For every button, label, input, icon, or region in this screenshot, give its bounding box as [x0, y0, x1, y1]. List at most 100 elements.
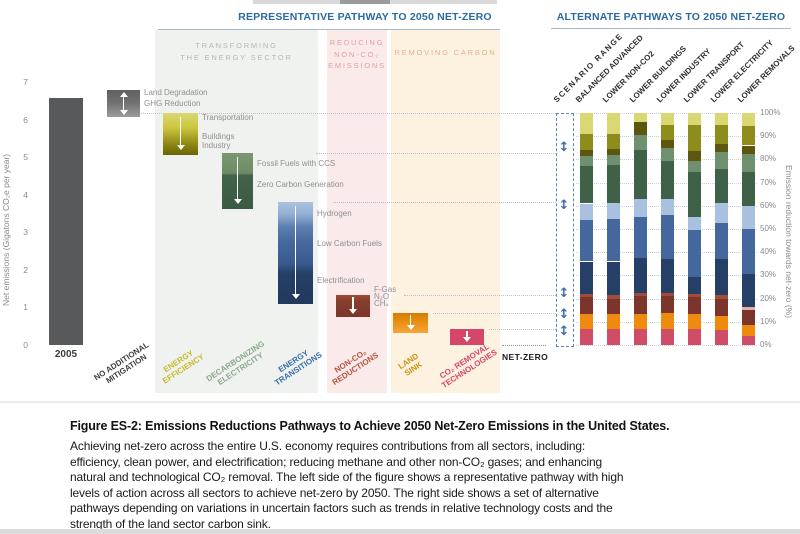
- caption-line: strength of the land sector carbon sink.: [70, 516, 271, 531]
- segment-paleblue: [715, 203, 728, 224]
- bar-annotation: CH₄: [374, 298, 389, 308]
- left-y-axis-tick: 4: [23, 189, 28, 200]
- segment-olive: [661, 124, 674, 140]
- segment-paleblue: [742, 205, 755, 229]
- right-y-axis-title: Emission reduction towards net-zero (%): [784, 165, 794, 319]
- caption-title: Figure ES-2: Emissions Reductions Pathwa…: [70, 419, 670, 433]
- connector-line: [333, 201, 556, 203]
- segment-dkgreen: [661, 160, 674, 199]
- segment-pink: [742, 335, 755, 345]
- segment-orange: [688, 313, 701, 329]
- right-y-axis-tick: 70%: [760, 177, 777, 187]
- arrow-head-icon: [463, 336, 471, 342]
- down-arrow-icon: [163, 113, 198, 155]
- segment-maroon: [634, 296, 647, 314]
- arrow-line: [179, 117, 182, 146]
- segment-pink: [607, 328, 620, 345]
- stacked-bar-lower-buildings: [634, 113, 647, 345]
- segment-pink: [661, 328, 674, 345]
- right-y-axis-tick: 30%: [760, 270, 777, 280]
- arrow-head-icon: [349, 308, 357, 314]
- segment-ltyellow: [742, 113, 755, 126]
- connector-line: [404, 295, 556, 297]
- arrow-line: [409, 314, 412, 327]
- segment-paleblue: [661, 198, 674, 216]
- left-y-axis-title: Net emissions (Gigatons CO₂e per year): [1, 153, 11, 307]
- segment-maroon: [688, 297, 701, 314]
- left-y-axis-tick: 0: [23, 340, 28, 350]
- arrow-head-icon: [233, 198, 242, 204]
- bar-2005: [49, 98, 83, 345]
- right-grid-line: [576, 345, 757, 346]
- segment-sage: [742, 153, 755, 173]
- connector-line: [433, 312, 556, 314]
- segment-dkgreen: [688, 172, 701, 218]
- bar-annotation: Fossil Fuels with CCS: [257, 159, 336, 169]
- segment-orange: [661, 312, 674, 329]
- segment-dkolive: [715, 144, 728, 153]
- panel-reducing-non-co2: [327, 30, 387, 393]
- stacked-bar-balanced-advanced: [580, 113, 593, 345]
- segment-blue: [661, 215, 674, 260]
- segment-dkgreen: [742, 172, 755, 206]
- segment-lightpink: [742, 306, 755, 311]
- segment-sage: [661, 147, 674, 161]
- net-zero-line: [502, 345, 546, 346]
- segment-maroon: [580, 297, 593, 314]
- segment-navy: [742, 274, 755, 307]
- bar-land-sink: [393, 312, 428, 334]
- bar-energy-efficiency: [163, 113, 198, 155]
- caption: Figure ES-2: Emissions Reductions Pathwa…: [70, 419, 670, 532]
- segment-rust: [580, 293, 593, 298]
- stacked-bar-lower-transport: [688, 113, 701, 345]
- bar-non-co2-reductions: [336, 295, 370, 317]
- bar-annotation: Industry: [202, 141, 231, 151]
- bar-annotation: N₂O: [374, 292, 390, 302]
- segment-blue: [688, 230, 701, 277]
- segment-sage: [715, 152, 728, 169]
- screenshot-artifact: [340, 0, 390, 4]
- segment-maroon: [607, 298, 620, 314]
- range-updown-arrow-icon: ↕: [558, 197, 570, 213]
- right-y-axis-tick: 40%: [760, 247, 777, 257]
- segment-olive: [742, 125, 755, 146]
- bar-annotation: Low Carbon Fuels: [317, 238, 382, 248]
- segment-blue: [607, 218, 620, 262]
- segment-sage: [580, 155, 593, 167]
- segment-rust: [661, 292, 674, 297]
- scenario-range-box: [556, 113, 574, 347]
- caption-line: pathways depending on variations in unce…: [70, 501, 613, 515]
- down-arrow-icon: [336, 295, 370, 317]
- stacked-bar-lower-removals: [742, 113, 755, 345]
- arrow-head-icon: [119, 110, 128, 116]
- down-arrow-icon: [393, 313, 428, 334]
- stacked-bar-lower-non-co2: [607, 113, 620, 345]
- bar-energy-transitions: [278, 201, 313, 304]
- segment-orange: [607, 313, 620, 329]
- bar-annotation: Hydrogen: [317, 209, 352, 219]
- stacked-bar-lower-electricity: [715, 113, 728, 345]
- segment-sage: [688, 160, 701, 173]
- bar-annotation: Zero Carbon Generation: [257, 180, 344, 190]
- page-bottom-strip: [0, 529, 800, 534]
- right-y-axis-tick: 0%: [760, 340, 772, 349]
- bar-annotation: Electrification: [317, 276, 365, 286]
- segment-blue: [715, 223, 728, 260]
- left-y-axis-tick: 2: [23, 264, 28, 275]
- caption-line: Achieving net-zero across the entire U.S…: [70, 439, 586, 453]
- right-y-axis-tick: 100%: [760, 108, 781, 117]
- segment-olive: [688, 124, 701, 152]
- arrow-line: [294, 205, 297, 295]
- range-updown-arrow-icon: ↕: [558, 139, 570, 155]
- segment-rust: [715, 295, 728, 299]
- connector-line: [316, 152, 556, 154]
- segment-pink: [715, 329, 728, 345]
- right-y-axis-tick: 90%: [760, 131, 777, 141]
- segment-dkolive: [634, 122, 647, 136]
- right-y-axis-tick: 80%: [760, 154, 777, 164]
- updown-arrow-icon: [107, 90, 140, 117]
- segment-olive: [715, 124, 728, 145]
- segment-olive: [580, 133, 593, 151]
- segment-dkgreen: [607, 165, 620, 204]
- segment-rust: [688, 293, 701, 298]
